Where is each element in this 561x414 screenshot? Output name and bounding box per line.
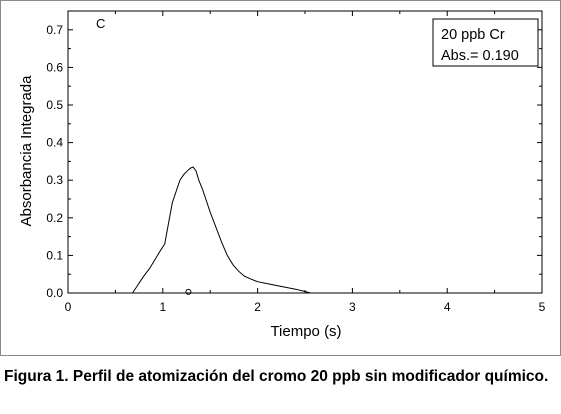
legend: 20 ppb Cr Abs.= 0.190 — [432, 18, 539, 67]
y-tick-label: 0.2 — [46, 211, 63, 225]
y-tick-label: 0.6 — [46, 60, 63, 74]
y-tick-label: 0.1 — [46, 248, 63, 262]
y-tick-label: 0.0 — [46, 286, 63, 300]
y-axis-title: Absorbancia Integrada — [18, 75, 35, 227]
panel-label: C — [96, 16, 105, 31]
legend-line-1: 20 ppb Cr — [441, 27, 505, 43]
legend-line-2: Abs.= 0.190 — [441, 48, 519, 64]
y-tick-label: 0.3 — [46, 173, 63, 187]
x-tick-label: 2 — [254, 300, 261, 314]
figure-frame: 0 1 2 3 4 5 0.0 0.1 0.2 0.3 0.4 0.5 0.6 0.7 C 20 ppb … — [0, 0, 561, 356]
data-marker — [185, 288, 192, 295]
x-tick-label: 3 — [349, 300, 356, 314]
series-line — [68, 166, 542, 294]
y-tick-label: 0.7 — [46, 23, 63, 37]
x-tick-label: 4 — [444, 300, 451, 314]
x-axis-title: Tiempo (s) — [270, 323, 341, 340]
figure-caption: Figura 1. Perfil de atomización del crom… — [4, 368, 549, 385]
x-tick-label: 5 — [539, 300, 546, 314]
y-tick-label: 0.4 — [46, 136, 63, 150]
chart: 0 1 2 3 4 5 0.0 0.1 0.2 0.3 0.4 0.5 0.6 0.7 C 20 ppb … — [18, 10, 546, 340]
legend-box — [432, 18, 539, 67]
x-tick-label: 1 — [159, 300, 166, 314]
x-tick-label: 0 — [65, 300, 72, 314]
y-tick-label: 0.5 — [46, 98, 63, 112]
